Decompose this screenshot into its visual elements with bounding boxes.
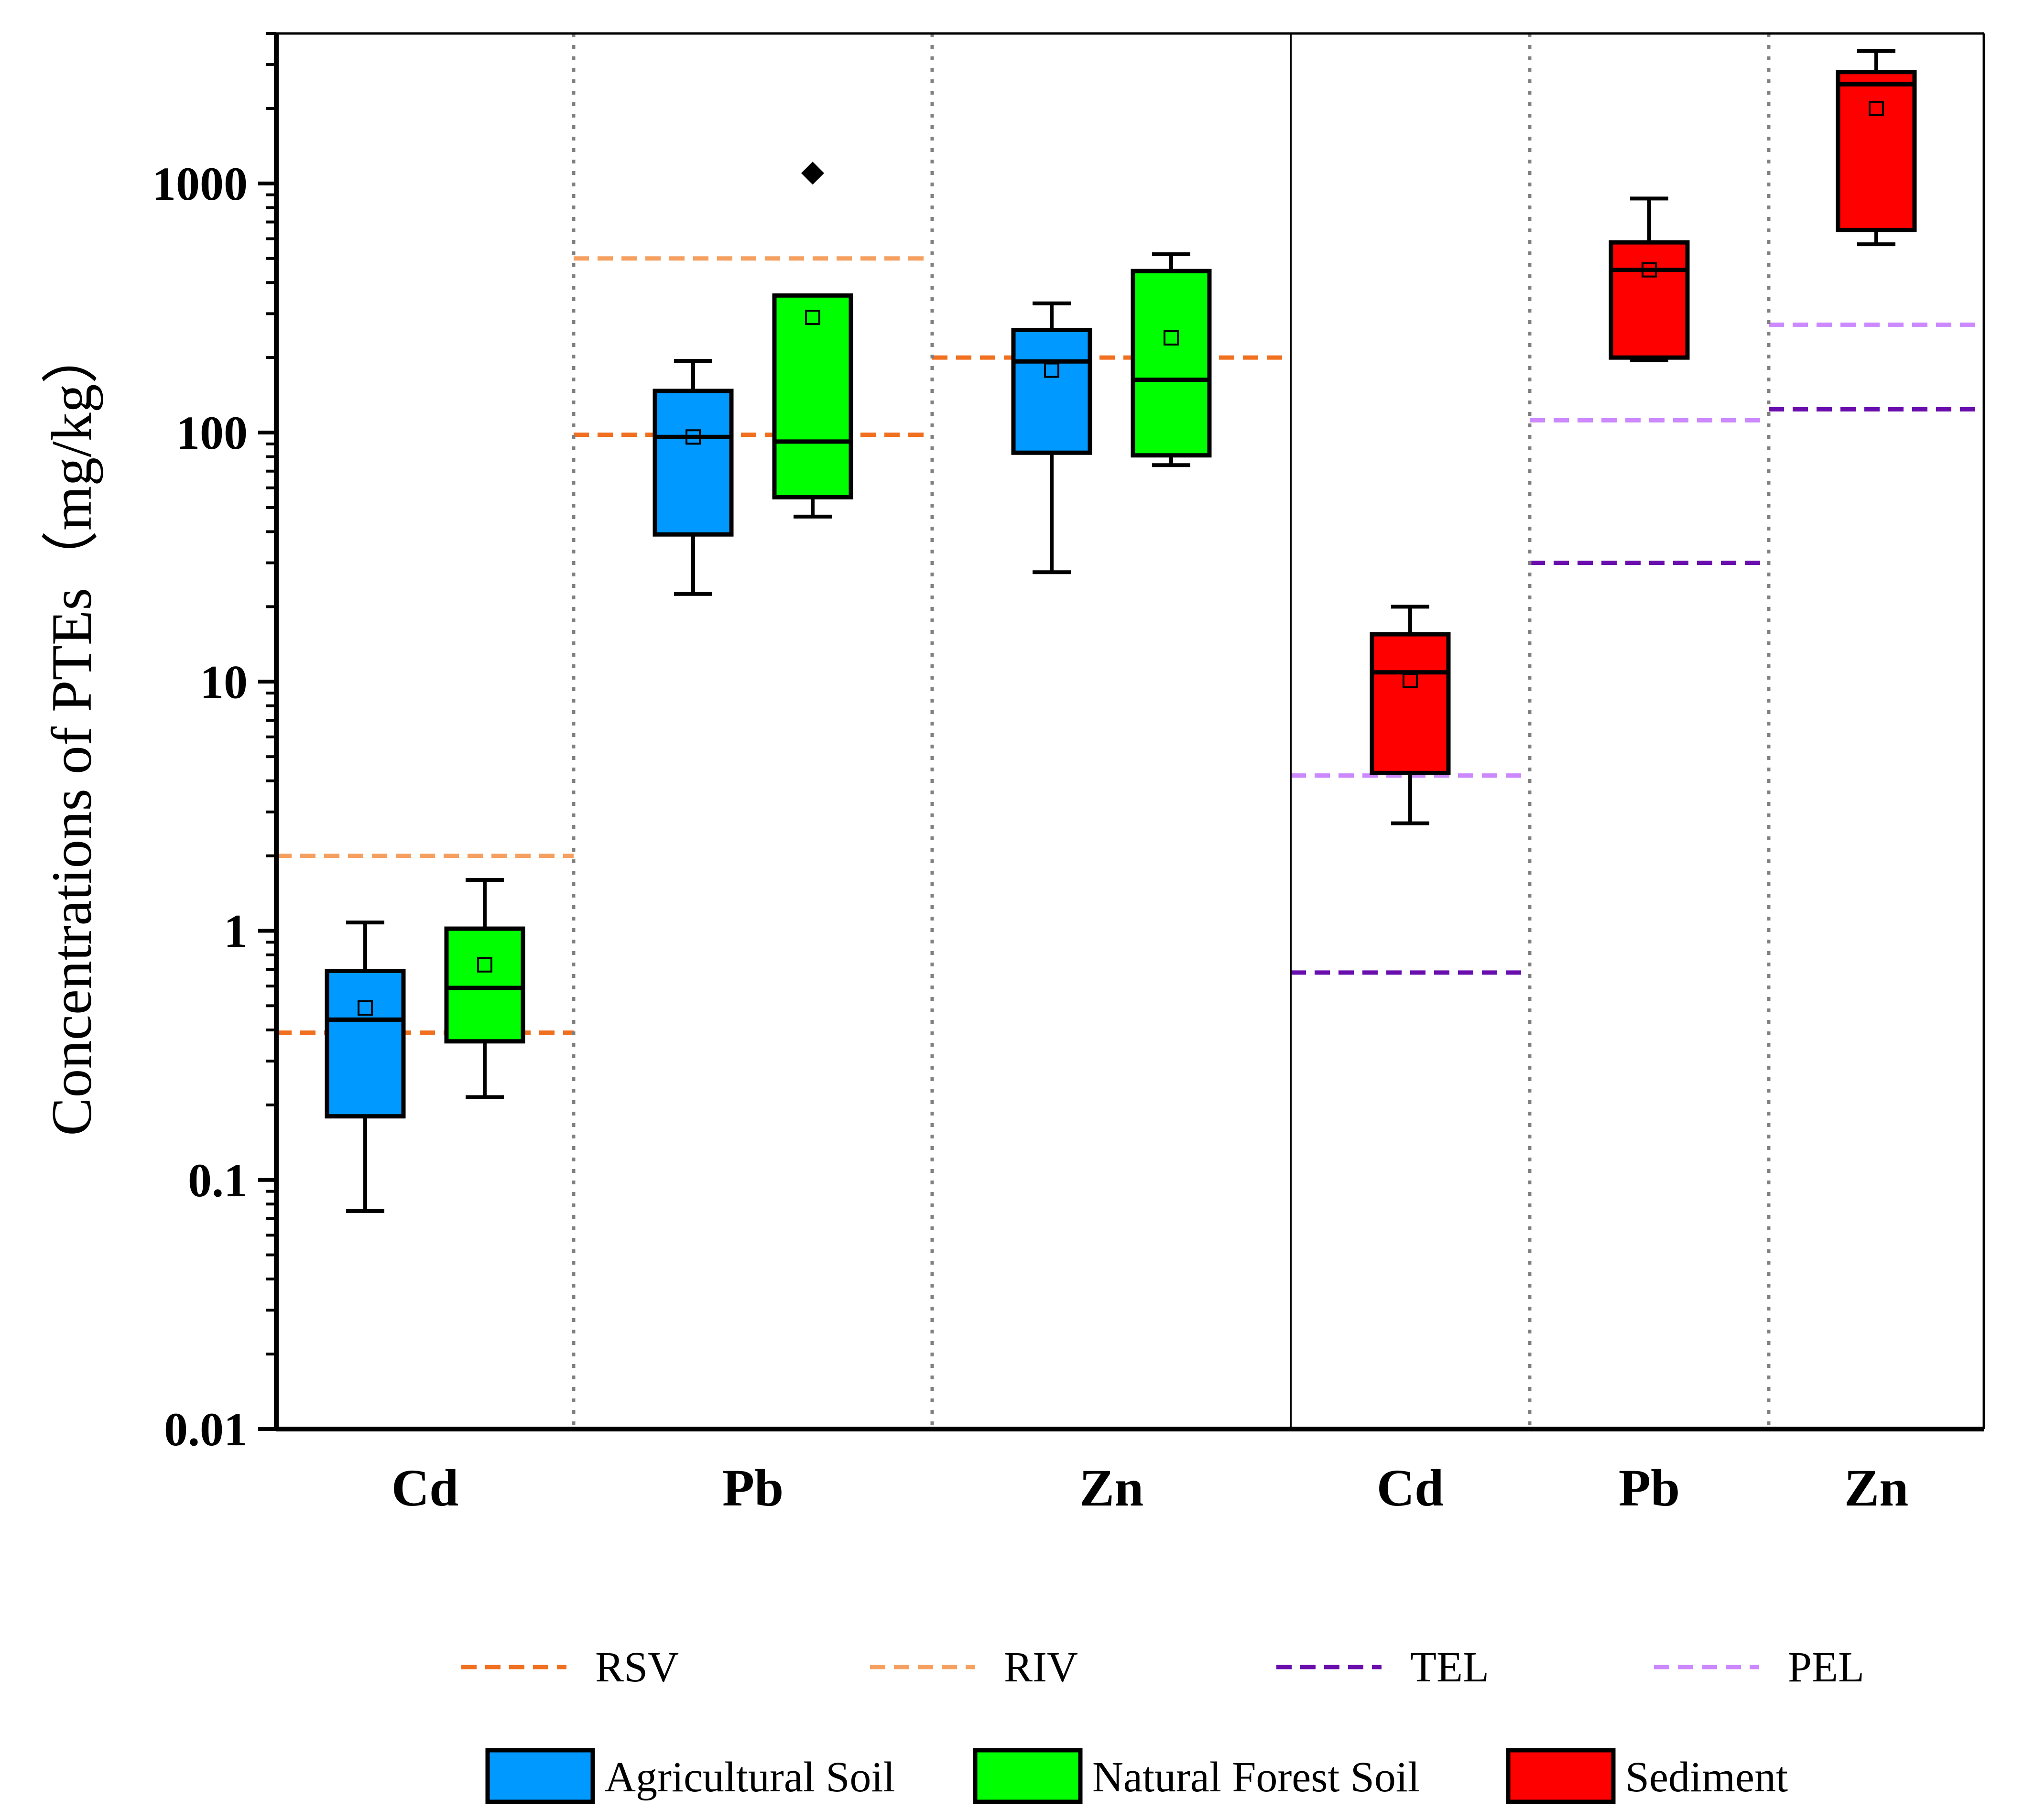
iqr-box xyxy=(1370,632,1451,775)
legend-item-riv: RIV xyxy=(870,1644,1078,1691)
box-sediment xyxy=(1609,196,1690,362)
y-tick-label: 100 xyxy=(176,406,248,459)
iqr-box xyxy=(444,926,525,1044)
iqr-box xyxy=(1836,70,1917,232)
box-natural-forest-soil xyxy=(444,878,525,1099)
mean-marker xyxy=(1164,330,1179,346)
box-agricultural-soil xyxy=(653,359,734,596)
iqr-box xyxy=(1011,328,1092,455)
box-agricultural-soil xyxy=(325,921,406,1213)
y-axis-label: Concentrations of PTEs（mg/kg） xyxy=(40,326,103,1136)
legend-label: Sediment xyxy=(1625,1754,1788,1801)
iqr-box xyxy=(772,293,853,499)
box-natural-forest-soil xyxy=(772,162,853,519)
legend-item-natural-forest-soil: Natural Forest Soil xyxy=(973,1748,1420,1804)
mean-marker xyxy=(1044,362,1059,378)
mean-marker xyxy=(1869,100,1884,116)
box-agricultural-soil xyxy=(1011,301,1092,574)
legend-swatch xyxy=(485,1748,595,1804)
legend-swatch xyxy=(973,1748,1083,1804)
legend-label: RSV xyxy=(595,1644,679,1691)
mean-marker xyxy=(358,1000,373,1016)
mean-marker xyxy=(477,957,492,973)
legend-item-rsv: RSV xyxy=(461,1644,679,1691)
legend-label: PEL xyxy=(1788,1644,1864,1691)
iqr-box xyxy=(1131,269,1212,458)
y-tick-label: 10 xyxy=(200,655,248,708)
mean-marker xyxy=(805,310,820,325)
mean-marker xyxy=(686,429,701,445)
iqr-box xyxy=(653,389,734,537)
legend: RSV RIV TEL PEL Agricultural Soil Natural For… xyxy=(461,1644,1864,1804)
legend-label: TEL xyxy=(1410,1644,1489,1691)
group-dividers xyxy=(572,33,1771,1429)
x-tick-label: Cd xyxy=(1377,1459,1444,1517)
iqr-box xyxy=(325,969,406,1119)
mean-marker xyxy=(1403,673,1418,689)
y-tick-label: 1000 xyxy=(152,157,248,210)
box-sediment xyxy=(1836,49,1917,247)
legend-label: Agricultural Soil xyxy=(605,1754,895,1801)
x-tick-label: Cd xyxy=(392,1459,459,1517)
y-tick-label: 0.1 xyxy=(188,1154,248,1207)
legend-label: Natural Forest Soil xyxy=(1092,1754,1420,1801)
y-tick-label: 1 xyxy=(224,905,248,958)
legend-item-tel: TEL xyxy=(1276,1644,1489,1691)
box-natural-forest-soil xyxy=(1131,252,1212,467)
legend-label: RIV xyxy=(1004,1644,1078,1691)
x-tick-label: Zn xyxy=(1844,1459,1909,1517)
outlier-point xyxy=(801,162,824,185)
x-tick-label: Pb xyxy=(722,1459,783,1517)
y-tick-label: 0.01 xyxy=(164,1403,248,1456)
iqr-box xyxy=(1609,240,1690,360)
legend-item-sediment: Sediment xyxy=(1506,1748,1788,1804)
x-tick-label: Zn xyxy=(1079,1459,1144,1517)
box-plots xyxy=(325,49,1917,1213)
mean-marker xyxy=(1642,262,1657,278)
box-sediment xyxy=(1370,605,1451,825)
legend-item-agricultural-soil: Agricultural Soil xyxy=(485,1748,895,1804)
legend-swatch xyxy=(1506,1748,1616,1804)
axes: 0.01 0.1 1 10 100 1000 Cd Pb Zn Cd Pb Zn Concentrati… xyxy=(40,32,1985,1517)
x-tick-label: Pb xyxy=(1619,1459,1680,1517)
legend-item-pel: PEL xyxy=(1654,1644,1864,1691)
reference-lines xyxy=(276,256,1984,1035)
